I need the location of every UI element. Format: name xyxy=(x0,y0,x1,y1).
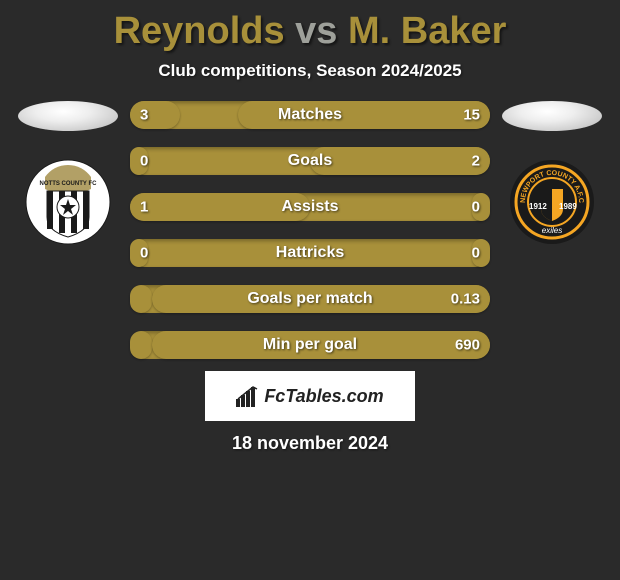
stat-bar-row: Goals 0 2 xyxy=(130,147,490,175)
bar-value-right: 0 xyxy=(472,245,480,262)
player2-club-crest: NEWPORT COUNTY A.F.C 1912 1989 exiles xyxy=(509,159,595,245)
bar-value-right: 690 xyxy=(455,337,480,354)
bar-fill-left xyxy=(130,331,152,359)
vs-separator: vs xyxy=(295,10,337,52)
bar-value-right: 0.13 xyxy=(451,291,480,308)
comparison-title: Reynolds vs M. Baker xyxy=(0,0,620,53)
bar-value-left: 0 xyxy=(140,153,148,170)
player2-avatar-placeholder xyxy=(502,101,602,131)
player1-name: Reynolds xyxy=(114,10,285,52)
bar-fill-left xyxy=(130,285,152,313)
player2-side: NEWPORT COUNTY A.F.C 1912 1989 exiles xyxy=(502,101,602,359)
bar-label: Goals per match xyxy=(247,290,372,308)
player2-name: M. Baker xyxy=(348,10,506,52)
stat-bar-row: Goals per match 0.13 xyxy=(130,285,490,313)
svg-text:1912: 1912 xyxy=(529,202,547,211)
comparison-content: NOTTS COUNTY FC Matches 3 15 Goals 0 2 Assists… xyxy=(0,101,620,359)
bar-fill-right xyxy=(310,147,490,175)
watermark-text: FcTables.com xyxy=(264,386,383,407)
svg-text:NOTTS COUNTY FC: NOTTS COUNTY FC xyxy=(40,181,98,187)
bar-value-right: 0 xyxy=(472,199,480,216)
bar-fill-left xyxy=(130,101,180,129)
svg-text:1989: 1989 xyxy=(559,202,577,211)
bar-label: Min per goal xyxy=(263,336,357,354)
player1-club-crest: NOTTS COUNTY FC xyxy=(25,159,111,245)
bar-label: Assists xyxy=(282,198,339,216)
fctables-logo-icon xyxy=(236,385,260,407)
bar-value-right: 15 xyxy=(463,107,480,124)
stat-bars: Matches315Goals02Assists10Hattricks00Goa… xyxy=(130,101,490,359)
stat-bar-row: Assists 1 0 xyxy=(130,193,490,221)
bar-label: Matches xyxy=(278,106,342,124)
watermark: FcTables.com xyxy=(205,371,415,421)
notts-county-crest-icon: NOTTS COUNTY FC xyxy=(25,159,111,245)
newport-county-crest-icon: NEWPORT COUNTY A.F.C 1912 1989 exiles xyxy=(509,159,595,245)
bar-value-left: 3 xyxy=(140,107,148,124)
stat-bar-row: Min per goal 690 xyxy=(130,331,490,359)
subtitle: Club competitions, Season 2024/2025 xyxy=(0,61,620,81)
stat-bar-row: Hattricks 0 0 xyxy=(130,239,490,267)
bar-value-left: 1 xyxy=(140,199,148,216)
bar-fill-right xyxy=(238,101,490,129)
bar-label: Hattricks xyxy=(276,244,344,262)
bar-value-right: 2 xyxy=(472,153,480,170)
bar-value-left: 0 xyxy=(140,245,148,262)
player1-avatar-placeholder xyxy=(18,101,118,131)
player1-side: NOTTS COUNTY FC xyxy=(18,101,118,359)
bar-label: Goals xyxy=(288,152,332,170)
date: 18 november 2024 xyxy=(0,433,620,454)
svg-text:exiles: exiles xyxy=(542,226,562,235)
stat-bar-row: Matches 3 15 xyxy=(130,101,490,129)
